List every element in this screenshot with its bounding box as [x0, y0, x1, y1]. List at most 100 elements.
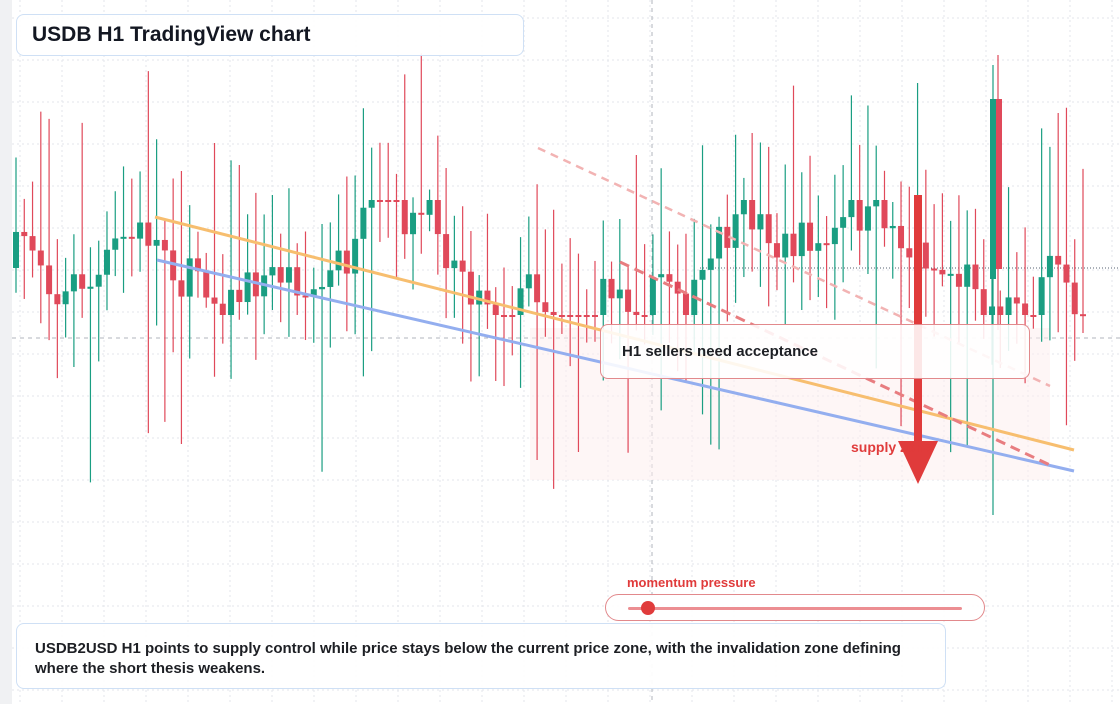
momentum-knob[interactable]	[641, 601, 656, 615]
candle-body	[1063, 264, 1070, 283]
candle-body	[137, 222, 144, 239]
candle-body	[426, 200, 433, 215]
candle-body	[1013, 297, 1020, 304]
bearish-arrow-head	[898, 441, 938, 484]
analysis-note-text: USDB2USD H1 points to supply control whi…	[35, 640, 901, 677]
candle-body	[815, 243, 822, 251]
candle-body	[79, 274, 86, 289]
callout-box: H1 sellers need acceptance	[600, 324, 1030, 379]
candle-body	[410, 212, 417, 235]
candle-body	[360, 207, 367, 239]
candle-body	[385, 200, 392, 202]
candle-body	[534, 274, 541, 303]
candle-body	[244, 272, 251, 303]
candle-body	[418, 212, 425, 215]
candle-body	[990, 99, 996, 279]
candle-body	[401, 200, 408, 235]
candle-body	[1005, 297, 1012, 315]
candle-body	[666, 274, 673, 282]
candle-body	[649, 277, 656, 315]
candle-body	[550, 311, 557, 315]
candle-body	[128, 236, 135, 239]
candle-body	[120, 236, 127, 239]
candle-body	[1080, 314, 1086, 317]
candle-body	[740, 200, 747, 215]
bearish-arrow-shaft	[914, 195, 922, 445]
candle-body	[583, 315, 590, 317]
candle-body	[13, 231, 19, 268]
candle-body	[1055, 255, 1062, 265]
candle-body	[228, 289, 235, 315]
candle-body	[492, 304, 499, 315]
candle-body	[443, 234, 450, 269]
candle-body	[459, 260, 466, 272]
candle-body	[995, 99, 1002, 269]
candle-body	[269, 267, 276, 276]
candle-body	[501, 315, 508, 317]
candle-body	[484, 290, 491, 305]
candle-body	[178, 280, 185, 297]
candle-body	[112, 238, 119, 250]
candle-body	[716, 226, 723, 259]
candle-body	[608, 278, 615, 299]
candle-body	[898, 225, 905, 249]
candle-body	[327, 270, 334, 287]
candle-body	[674, 281, 681, 294]
candle-body	[964, 264, 971, 287]
candle-body	[219, 303, 226, 315]
candle-body	[790, 233, 797, 257]
candle-body	[103, 249, 110, 275]
candle-body	[451, 260, 458, 269]
candle-body	[29, 236, 36, 251]
candle-body	[153, 239, 160, 246]
candle-body	[194, 258, 201, 272]
candle-body	[95, 274, 102, 287]
candle-body	[840, 217, 847, 228]
momentum-label: momentum pressure	[627, 575, 756, 590]
candle-body	[542, 302, 549, 312]
candle-body	[906, 248, 913, 258]
candle-body	[641, 315, 648, 317]
candle-body	[161, 239, 168, 251]
candle-body	[699, 269, 706, 280]
candle-body	[87, 286, 94, 289]
candle-body	[302, 295, 309, 298]
candle-body	[319, 286, 326, 290]
momentum-slider[interactable]	[605, 594, 985, 621]
candle-body	[989, 306, 996, 315]
candle-body	[707, 258, 714, 270]
candle-body	[757, 214, 764, 230]
candle-body	[294, 267, 301, 296]
candle-body	[145, 222, 152, 246]
candle-body	[170, 250, 177, 281]
candle-body	[889, 225, 896, 229]
candle-body	[848, 200, 855, 218]
analysis-note-box: USDB2USD H1 points to supply control whi…	[16, 623, 946, 689]
candle-body	[658, 274, 665, 278]
candle-body	[823, 243, 830, 246]
candle-body	[567, 315, 574, 317]
candle-body	[352, 238, 359, 274]
candle-body	[509, 315, 516, 317]
candle-body	[625, 289, 632, 312]
candle-body	[525, 274, 532, 289]
candle-body	[732, 214, 739, 248]
candle-body	[368, 200, 375, 208]
candle-body	[285, 267, 292, 283]
chart-title-box: USDB H1 TradingView chart	[16, 14, 524, 56]
candle-body	[21, 231, 28, 237]
candle-body	[236, 289, 243, 303]
candle-body	[955, 273, 962, 287]
candle-body	[203, 271, 210, 298]
candle-body	[1030, 315, 1037, 317]
candle-body	[517, 288, 524, 315]
candle-body	[476, 290, 483, 305]
candle-body	[343, 250, 350, 274]
supply-line-upper	[537, 146, 1051, 388]
candle-body	[749, 200, 756, 230]
candle-body	[211, 297, 218, 304]
candle-body	[782, 233, 789, 258]
candle-body	[922, 242, 929, 269]
candle-body	[765, 214, 772, 244]
left-edge	[0, 0, 12, 704]
